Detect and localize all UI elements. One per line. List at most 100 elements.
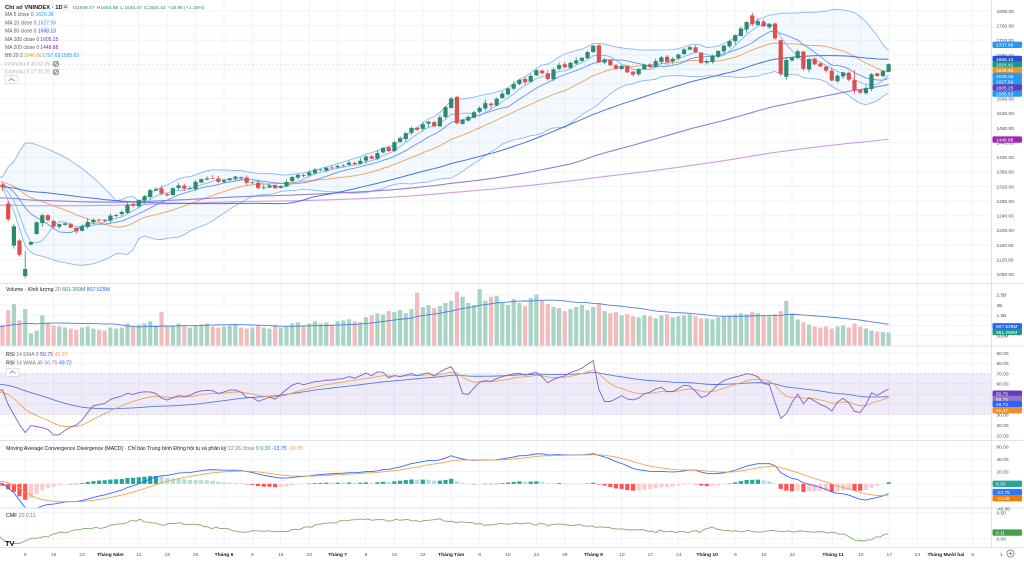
svg-text:1585.63: 1585.63 (996, 92, 1014, 98)
svg-text:807.529M: 807.529M (996, 324, 1017, 330)
svg-text:24: 24 (676, 552, 682, 558)
svg-text:9: 9 (251, 552, 254, 558)
svg-text:1280.00: 1280.00 (997, 199, 1015, 205)
svg-text:C: C (144, 5, 148, 11)
svg-text:8: 8 (365, 552, 368, 558)
svg-text:1800.00: 1800.00 (997, 9, 1015, 15)
svg-text:MA 5 close 0: MA 5 close 0 (5, 12, 34, 18)
svg-text:1648.47: 1648.47 (77, 5, 95, 11)
svg-text:12: 12 (136, 552, 142, 558)
svg-text:2B: 2B (997, 303, 1003, 309)
svg-text:17: 17 (886, 552, 892, 558)
svg-text:1654.68: 1654.68 (101, 5, 119, 11)
svg-text:1605.25: 1605.25 (996, 86, 1014, 92)
svg-text:60.00: 60.00 (997, 382, 1009, 388)
svg-text:23: 23 (306, 552, 312, 558)
svg-text:BB 20 2: BB 20 2 (5, 53, 23, 59)
svg-text:19: 19 (164, 552, 170, 558)
svg-text:-13.75: -13.75 (996, 490, 1010, 496)
svg-text:29: 29 (562, 552, 568, 558)
svg-text:Tháng 7: Tháng 7 (328, 552, 347, 558)
svg-text:Volume · Khối lượng 20 661.269: Volume · Khối lượng 20 661.269M 807.529M (6, 287, 110, 293)
svg-text:1520.00: 1520.00 (997, 111, 1015, 117)
svg-text:RSI 14 EMA 9 50.75 45.37: RSI 14 EMA 9 50.75 45.37 (6, 352, 68, 358)
svg-text:-14.05: -14.05 (996, 496, 1010, 502)
svg-text:9: 9 (24, 552, 27, 558)
svg-text:80.00: 80.00 (997, 361, 1009, 367)
svg-text:50.75: 50.75 (996, 392, 1008, 398)
svg-text:23: 23 (79, 552, 85, 558)
svg-text:1629.36: 1629.36 (996, 74, 1014, 80)
svg-text:16: 16 (278, 552, 284, 558)
svg-text:1646.66: 1646.66 (24, 53, 42, 59)
svg-text:MA 10 close 0: MA 10 close 0 (5, 20, 37, 26)
svg-text:1629.36: 1629.36 (36, 12, 54, 18)
svg-text:16: 16 (51, 552, 57, 558)
svg-text:10.00: 10.00 (997, 433, 1009, 439)
svg-text:1440.00: 1440.00 (997, 141, 1015, 147)
svg-text:1080.00: 1080.00 (997, 272, 1015, 278)
svg-text:1707.69: 1707.69 (42, 53, 60, 59)
svg-text:90.00: 90.00 (997, 351, 1009, 357)
svg-text:20.00: 20.00 (997, 423, 1009, 429)
svg-text:1627.59: 1627.59 (38, 20, 56, 26)
svg-text:17: 17 (648, 552, 654, 558)
svg-text:Tháng 10: Tháng 10 (696, 552, 718, 558)
svg-text:1627.59: 1627.59 (996, 80, 1014, 86)
svg-text:1.5B: 1.5B (997, 313, 1007, 319)
svg-text:Ichimoku 9 17 26 26 26: Ichimoku 9 17 26 26 26 (5, 70, 57, 76)
svg-text:22: 22 (420, 552, 426, 558)
svg-text:RSI 14 WMA 45 50.75 49.72: RSI 14 WMA 45 50.75 49.72 (6, 361, 72, 367)
svg-text:49.72: 49.72 (996, 402, 1008, 408)
svg-text:1760.00: 1760.00 (997, 24, 1015, 30)
svg-text:-40.00: -40.00 (997, 507, 1011, 513)
svg-text:1240.00: 1240.00 (997, 214, 1015, 220)
svg-text:0.30: 0.30 (996, 482, 1006, 488)
svg-text:CMF 20 0.11: CMF 20 0.11 (6, 513, 36, 519)
svg-text:1: 1 (1000, 552, 1003, 558)
svg-text:Tháng 9: Tháng 9 (584, 552, 603, 558)
svg-text:O: O (73, 5, 77, 11)
svg-text:500M: 500M (997, 334, 1009, 340)
svg-text:Moving Average Convergence Div: Moving Average Convergence Divergence (M… (6, 445, 303, 452)
svg-text:1707.69: 1707.69 (996, 43, 1014, 49)
svg-text:60.00: 60.00 (997, 445, 1009, 451)
svg-text:22: 22 (790, 552, 796, 558)
svg-text:MA 100 close 0: MA 100 close 0 (5, 37, 39, 43)
svg-text:0.00: 0.00 (997, 536, 1007, 542)
svg-text:20.00: 20.00 (997, 469, 1009, 475)
svg-text:Tháng Tám: Tháng Tám (438, 552, 465, 558)
svg-text:15: 15 (392, 552, 398, 558)
svg-text:1640.47: 1640.47 (124, 5, 142, 11)
svg-text:1360.00: 1360.00 (997, 170, 1015, 176)
svg-text:2.5B: 2.5B (997, 293, 1007, 299)
svg-text:1160.00: 1160.00 (997, 243, 1014, 249)
svg-text:40.00: 40.00 (997, 457, 1009, 463)
svg-text:Tháng Mười hai: Tháng Mười hai (927, 552, 965, 558)
svg-text:8: 8 (734, 552, 737, 558)
svg-text:8: 8 (971, 552, 974, 558)
svg-text:1668.13: 1668.13 (996, 57, 1014, 63)
svg-text:26: 26 (193, 552, 199, 558)
svg-text:1200.00: 1200.00 (997, 228, 1015, 234)
svg-text:45.37: 45.37 (996, 408, 1008, 414)
svg-text:H: H (97, 5, 101, 11)
svg-text:15: 15 (505, 552, 511, 558)
svg-text:Tháng 11: Tháng 11 (822, 552, 843, 558)
svg-text:24: 24 (915, 552, 921, 558)
svg-text:Tháng 6: Tháng 6 (215, 552, 234, 558)
svg-text:15: 15 (761, 552, 767, 558)
svg-text:1400.00: 1400.00 (997, 155, 1015, 161)
svg-text:1605.25: 1605.25 (40, 37, 58, 43)
svg-text:70.00: 70.00 (997, 371, 1009, 377)
svg-text:MA 50 close 0: MA 50 close 0 (5, 29, 37, 35)
svg-text:1480.00: 1480.00 (997, 126, 1015, 132)
svg-text:1654.42: 1654.42 (996, 63, 1014, 69)
svg-text:TV: TV (5, 539, 15, 548)
svg-text:0.50: 0.50 (997, 511, 1007, 517)
svg-text:10: 10 (619, 552, 625, 558)
svg-text:1668.13: 1668.13 (38, 29, 56, 35)
svg-text:50.75: 50.75 (996, 397, 1008, 403)
svg-text:0.11: 0.11 (996, 531, 1005, 537)
svg-text:1120.00: 1120.00 (997, 257, 1014, 263)
